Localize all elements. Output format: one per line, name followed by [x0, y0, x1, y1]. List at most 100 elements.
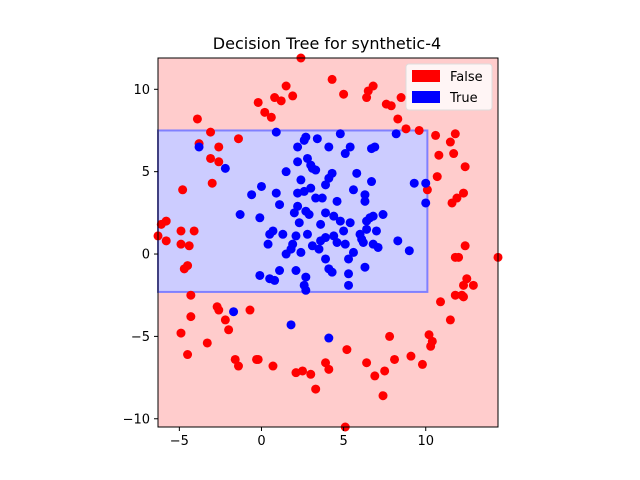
data-point — [260, 107, 270, 117]
y-tick-label: 10 — [133, 83, 150, 98]
data-point — [176, 226, 186, 236]
data-point — [452, 193, 462, 203]
data-point — [291, 266, 301, 276]
data-point — [391, 129, 401, 139]
data-point — [362, 358, 372, 368]
data-point — [301, 272, 311, 282]
data-point — [275, 266, 285, 276]
data-point — [385, 331, 395, 341]
data-point — [311, 384, 321, 394]
data-point — [360, 190, 370, 200]
data-point — [214, 142, 224, 152]
data-point — [449, 149, 459, 159]
data-point — [339, 226, 349, 236]
data-point — [293, 188, 303, 198]
data-point — [368, 211, 378, 221]
data-point — [386, 101, 396, 111]
data-point — [401, 124, 411, 134]
legend-swatch-true — [412, 91, 440, 103]
data-point — [317, 193, 327, 203]
data-point — [324, 364, 334, 374]
data-point — [327, 74, 337, 84]
data-point — [345, 218, 355, 228]
data-point — [460, 162, 470, 172]
data-point — [332, 238, 342, 247]
data-point — [293, 142, 303, 152]
data-point — [245, 305, 255, 315]
data-point — [212, 302, 222, 312]
data-point — [450, 290, 460, 300]
data-point — [421, 198, 431, 208]
data-point — [263, 239, 273, 249]
data-point — [256, 181, 266, 191]
data-point — [373, 242, 383, 252]
data-point — [281, 167, 291, 177]
data-point — [335, 129, 345, 139]
data-point — [345, 142, 355, 152]
data-point — [432, 172, 442, 182]
data-point — [414, 125, 424, 135]
data-point — [454, 252, 464, 262]
data-point — [393, 114, 403, 124]
data-point — [396, 93, 406, 103]
data-point — [281, 81, 291, 91]
data-point — [276, 96, 286, 106]
data-point — [431, 130, 441, 140]
data-point — [278, 229, 288, 239]
x-tick-label: 5 — [339, 434, 347, 449]
data-point — [206, 127, 216, 137]
data-point — [371, 226, 381, 236]
data-point — [321, 180, 331, 190]
chart-title: Decision Tree for synthetic-4 — [213, 34, 441, 53]
data-point — [306, 369, 316, 379]
data-point — [316, 219, 326, 229]
data-point — [362, 216, 372, 226]
data-point — [291, 231, 301, 241]
data-point — [324, 142, 334, 152]
data-point — [186, 290, 196, 300]
data-point — [468, 280, 478, 290]
data-point — [457, 290, 467, 300]
legend: False True — [405, 63, 493, 111]
data-point — [339, 89, 349, 99]
data-point — [362, 224, 372, 234]
data-point — [434, 150, 444, 160]
data-point — [342, 345, 352, 355]
data-point — [459, 280, 469, 290]
data-point — [271, 188, 281, 198]
data-point — [214, 157, 224, 167]
data-point — [348, 247, 358, 257]
data-point — [390, 354, 400, 364]
data-point — [293, 157, 303, 167]
data-point — [253, 354, 263, 364]
data-point — [436, 297, 446, 307]
y-tick-label: 0 — [142, 248, 150, 263]
data-point — [184, 241, 194, 251]
data-point — [176, 328, 186, 338]
legend-label-true: True — [449, 91, 478, 106]
data-point — [348, 185, 358, 195]
y-tick-label: −5 — [131, 330, 150, 345]
x-tick-label: 10 — [417, 434, 434, 449]
data-point — [183, 261, 193, 271]
data-point — [281, 249, 291, 259]
data-point — [445, 315, 455, 325]
data-point — [202, 338, 212, 348]
data-point — [304, 209, 314, 219]
data-point — [229, 307, 239, 317]
data-point — [311, 165, 321, 175]
data-point — [459, 188, 469, 198]
data-point — [335, 216, 345, 226]
y-tick-label: 5 — [142, 165, 150, 180]
data-point — [288, 91, 298, 101]
data-point — [327, 267, 337, 277]
data-point — [247, 190, 257, 200]
data-point — [301, 285, 311, 295]
data-point — [370, 371, 380, 381]
data-point — [360, 262, 370, 272]
data-point — [220, 163, 230, 173]
series-true — [194, 127, 431, 343]
data-point — [378, 391, 388, 401]
data-point — [235, 209, 245, 219]
